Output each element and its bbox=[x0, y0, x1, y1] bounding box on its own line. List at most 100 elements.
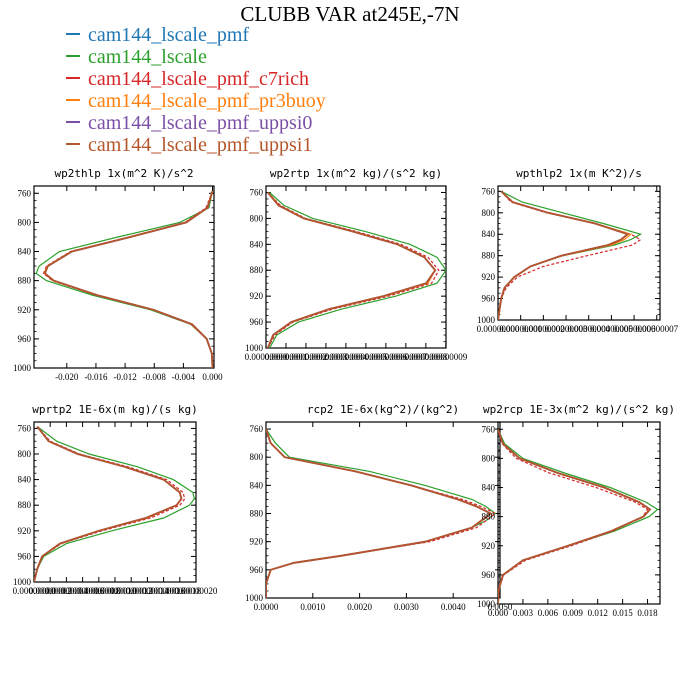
x-tick-label: 0.00000001 bbox=[265, 352, 308, 362]
y-tick-label: 960 bbox=[250, 565, 264, 575]
x-tick-label: 0.00000002 bbox=[285, 352, 328, 362]
x-tick-label: 0.00000003 bbox=[545, 324, 588, 334]
x-tick-label: 0.00000000 bbox=[245, 352, 288, 362]
legend-label: cam144_lscale_pmf_uppsi0 bbox=[88, 112, 313, 134]
x-tick-label: 0.00000006 bbox=[61, 586, 104, 596]
x-tick-label: -0.008 bbox=[143, 372, 167, 382]
y-tick-label: 960 bbox=[18, 551, 32, 561]
series-line bbox=[498, 429, 651, 604]
x-tick-label: 0.00000001 bbox=[499, 324, 542, 334]
series-line bbox=[498, 190, 642, 320]
y-tick-label: 840 bbox=[482, 229, 496, 239]
legend-item: cam144_lscale_pmf bbox=[66, 24, 326, 46]
x-tick-label: 0.00000018 bbox=[158, 586, 201, 596]
chart-panel: wpthlp2 1x(m K^2)/s 760 800 840 880 920 960 100… bbox=[477, 167, 679, 334]
x-tick-label: -0.012 bbox=[113, 372, 136, 382]
x-tick-label: 0.00000020 bbox=[175, 586, 218, 596]
y-tick-label: 960 bbox=[482, 294, 496, 304]
series-line bbox=[34, 426, 196, 582]
chart-title: wprtp2 1E-6x(m kg)/(s kg) bbox=[32, 403, 198, 416]
series-line bbox=[498, 429, 649, 604]
x-tick-label: 0.00000008 bbox=[77, 586, 120, 596]
y-tick-label: 800 bbox=[482, 453, 496, 463]
x-tick-label: 0.0030 bbox=[394, 602, 419, 612]
series-line bbox=[266, 428, 493, 598]
y-tick-label: 800 bbox=[250, 213, 264, 223]
legend-swatch bbox=[66, 33, 80, 36]
y-tick-label: 920 bbox=[250, 291, 264, 301]
y-tick-label: 800 bbox=[18, 449, 32, 459]
y-tick-label: 880 bbox=[18, 276, 32, 286]
x-tick-label: 0.000 bbox=[202, 372, 223, 382]
y-tick-label: 920 bbox=[18, 526, 32, 536]
y-tick-label: 800 bbox=[482, 208, 496, 218]
y-tick-label: 1000 bbox=[477, 315, 496, 325]
x-tick-label: 0.00000003 bbox=[305, 352, 348, 362]
legend-item: cam144_lscale_pmf_c7rich bbox=[66, 68, 326, 90]
x-tick-label: -0.020 bbox=[55, 372, 79, 382]
legend-swatch bbox=[66, 55, 80, 58]
legend-item: cam144_lscale_pmf_uppsi0 bbox=[66, 112, 326, 134]
chart-title: wp2rtp 1x(m^2 kg)/(s^2 kg) bbox=[270, 167, 442, 180]
series-line bbox=[43, 190, 214, 368]
legend: cam144_lscale_pmf cam144_lscale cam144_lsc… bbox=[66, 24, 326, 156]
y-tick-label: 1000 bbox=[245, 593, 264, 603]
y-tick-label: 840 bbox=[18, 247, 32, 257]
x-tick-label: 0.00000005 bbox=[345, 352, 388, 362]
x-tick-label: 0.00000005 bbox=[590, 324, 633, 334]
chart-title: rcp2 1E-6x(kg^2)/(kg^2) bbox=[307, 403, 459, 416]
y-tick-label: 1000 bbox=[477, 599, 496, 609]
series-line bbox=[266, 191, 437, 348]
x-tick-label: 0.00000004 bbox=[325, 352, 368, 362]
y-tick-label: 840 bbox=[482, 483, 496, 493]
x-tick-label: -0.016 bbox=[84, 372, 108, 382]
x-tick-label: 0.00000008 bbox=[404, 352, 447, 362]
series-line bbox=[34, 425, 183, 582]
y-tick-label: 840 bbox=[250, 239, 264, 249]
y-tick-label: 920 bbox=[482, 541, 496, 551]
y-tick-label: 760 bbox=[18, 188, 32, 198]
series-line bbox=[35, 190, 214, 368]
legend-label: cam144_lscale_pmf_uppsi1 bbox=[88, 134, 313, 156]
y-tick-label: 800 bbox=[18, 217, 32, 227]
legend-label: cam144_lscale bbox=[88, 46, 207, 68]
y-tick-label: 760 bbox=[250, 424, 264, 434]
series-line bbox=[498, 190, 643, 320]
y-tick-label: 800 bbox=[250, 452, 264, 462]
x-tick-label: 0.000 bbox=[488, 608, 509, 618]
series-line bbox=[34, 426, 183, 582]
legend-swatch bbox=[66, 77, 80, 80]
y-tick-label: 1000 bbox=[245, 343, 264, 353]
x-tick-label: 0.006 bbox=[538, 608, 559, 618]
y-tick-label: 1000 bbox=[13, 577, 32, 587]
series-line bbox=[498, 429, 652, 604]
legend-item: cam144_lscale_pmf_uppsi1 bbox=[66, 134, 326, 156]
x-tick-label: 0.0010 bbox=[300, 602, 325, 612]
chart-panel: wp2rcp 1E-3x(m^2 kg)/(s^2 kg) 760 800 840 88… bbox=[477, 403, 675, 618]
y-tick-label: 880 bbox=[250, 265, 264, 275]
x-tick-label: 0.00000014 bbox=[126, 586, 169, 596]
x-tick-label: 0.018 bbox=[637, 608, 658, 618]
x-tick-label: 0.012 bbox=[588, 608, 608, 618]
series-line bbox=[34, 426, 186, 582]
series-line bbox=[267, 192, 436, 348]
series-line bbox=[42, 190, 214, 368]
series-line bbox=[498, 429, 652, 604]
y-tick-label: 920 bbox=[250, 537, 264, 547]
x-tick-label: 0.00000002 bbox=[522, 324, 565, 334]
x-tick-label: 0.00000006 bbox=[613, 324, 656, 334]
y-tick-label: 760 bbox=[250, 187, 264, 197]
x-tick-label: 0.0020 bbox=[347, 602, 372, 612]
chart-panel: rcp2 1E-6x(kg^2)/(kg^2) 760 800 840 880 920 96… bbox=[245, 403, 513, 612]
series-line bbox=[43, 190, 214, 368]
series-line bbox=[266, 428, 497, 598]
y-tick-label: 960 bbox=[18, 334, 32, 344]
chart-title: wp2thlp 1x(m^2 K)/s^2 bbox=[54, 167, 193, 180]
chart-panel: wp2rtp 1x(m^2 kg)/(s^2 kg) 760 800 840 880 92… bbox=[245, 167, 468, 362]
figure-title: CLUBB VAR at245E,-7N bbox=[240, 2, 460, 26]
y-tick-label: 880 bbox=[250, 509, 264, 519]
y-tick-label: 920 bbox=[18, 305, 32, 315]
legend-label: cam144_lscale_pmf_c7rich bbox=[88, 68, 310, 90]
x-tick-label: 0.003 bbox=[513, 608, 534, 618]
x-tick-label: 0.0050 bbox=[488, 602, 513, 612]
